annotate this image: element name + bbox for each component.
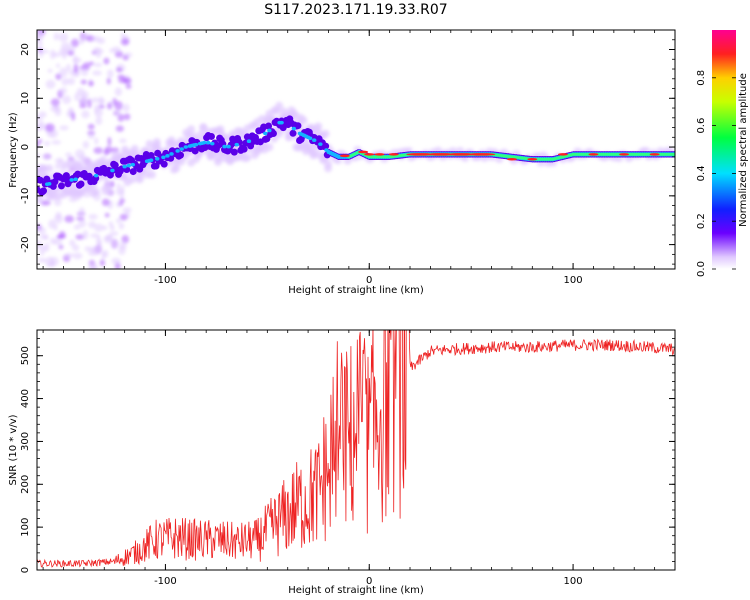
snr-x-tick-label: -100	[154, 576, 177, 587]
snr-y-tick-label: 400	[20, 389, 31, 408]
spectrogram-frame	[36, 29, 676, 270]
spectrogram-x-tick-label: 100	[564, 275, 583, 286]
snr-x-label: Height of straight line (km)	[288, 585, 424, 596]
colorbar-tick-label: 0.4	[696, 165, 707, 181]
colorbar: 0.0 0.2 0.4 0.6 0.8 Normalized spectral ampl…	[696, 30, 749, 277]
spectrogram-y-tick-label: 10	[20, 92, 31, 105]
snr-y-tick-label: 500	[20, 346, 31, 365]
colorbar-tick-label: 0.6	[696, 118, 707, 134]
colorbar-ticks: 0.0 0.2 0.4 0.6 0.8	[696, 70, 736, 277]
snr-y-label: SNR (10 * v/v)	[8, 414, 19, 485]
spectrogram-x-tick-label: -100	[154, 275, 177, 286]
spectrogram-y-tick-label: -10	[20, 188, 31, 204]
snr-x-tick-label: 0	[366, 576, 372, 587]
snr-y-tick-label: 0	[20, 567, 31, 573]
snr-ticks: -100 0 100 0 100 200 300 400 500	[20, 329, 676, 587]
spectrogram-x-tick-label: 0	[366, 275, 372, 286]
snr-y-tick-label: 200	[20, 475, 31, 494]
spectrogram-y-tick-label: -20	[20, 236, 31, 252]
colorbar-tick-label: 0.0	[696, 261, 707, 277]
spectrogram-y-label: Frequency (Hz)	[8, 112, 19, 188]
spectrogram-heatmap	[37, 30, 675, 269]
colorbar-label: Normalized spectral amplitude	[738, 73, 749, 227]
snr-y-tick-label: 300	[20, 432, 31, 451]
spectrogram-y-tick-label: 20	[20, 43, 31, 56]
figure-title: S117.2023.171.19.33.R07	[264, 2, 447, 18]
snr-panel: -100 0 100 0 100 200 300 400 500 Height of strai…	[8, 329, 676, 596]
colorbar-tick-label: 0.2	[696, 213, 707, 229]
spectrogram-y-tick-label: 0	[20, 144, 31, 150]
colorbar-tick-label: 0.8	[696, 70, 707, 86]
spectrogram-x-label: Height of straight line (km)	[288, 285, 424, 296]
snr-x-tick-label: 100	[564, 576, 583, 587]
snr-y-tick-label: 100	[20, 518, 31, 537]
colorbar-gradient	[712, 30, 736, 269]
snr-series-line	[37, 330, 675, 568]
